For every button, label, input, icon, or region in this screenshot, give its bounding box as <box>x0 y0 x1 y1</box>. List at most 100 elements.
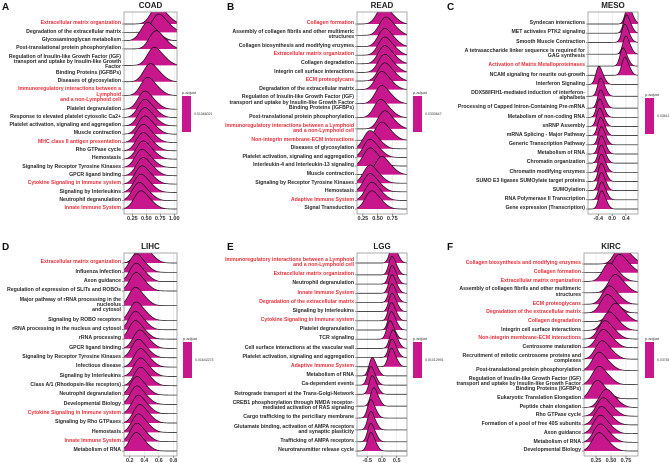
ridge-outline <box>357 256 407 276</box>
ridge-outline <box>357 292 407 312</box>
term-label: Axon guidance <box>83 277 121 284</box>
ridge-outline <box>357 329 407 349</box>
ridge-outline <box>124 348 177 368</box>
ridge-outline <box>588 77 638 97</box>
legend-value: 0.0330647 <box>425 112 442 116</box>
ridge-outline <box>588 163 638 182</box>
term-label: Cell surface interactions at the vascula… <box>244 344 354 351</box>
ridge-outline <box>357 422 407 443</box>
ridge-outline <box>588 23 638 43</box>
x-tick-label: 0.75 <box>386 216 398 222</box>
ridge-fill <box>357 17 407 36</box>
term-label: Trafficking of AMPA receptors <box>280 438 354 445</box>
ridge-plot <box>122 252 178 458</box>
term-label: Signaling by Interleukins <box>292 307 354 314</box>
ridge-fill <box>357 12 407 24</box>
ridge-outline <box>124 90 177 110</box>
ridge-outline <box>124 272 177 292</box>
ridge-outline <box>124 190 177 210</box>
ridge-outline <box>124 157 177 177</box>
ridge-outline <box>357 265 407 285</box>
term-label: Degradation of the extracellular matrix <box>26 28 121 35</box>
term-label: SUMO E3 ligases SUMOylate target protein… <box>476 177 585 184</box>
ridge-outline <box>357 320 407 340</box>
term-label: Integrin cell surface interactions <box>274 68 354 75</box>
ridge-outline <box>124 132 177 152</box>
ridge-plot <box>586 11 639 216</box>
term-label: Metabolism of RNA <box>306 372 354 379</box>
plot-border <box>123 252 178 457</box>
term-label: TCR signaling <box>319 335 354 342</box>
term-label: Collagen formation <box>533 269 581 275</box>
ridge-fill <box>584 352 638 371</box>
ridge-outline <box>584 294 638 314</box>
ridge-fill <box>584 274 638 293</box>
ridge-outline <box>124 165 177 185</box>
panel-read: B READ Collagen formation Assembly of colla… <box>225 0 449 232</box>
term-label: Innate Immune System <box>64 205 121 212</box>
ridge-outline <box>124 301 177 321</box>
ridge-outline <box>124 22 177 41</box>
ridge-outline <box>124 404 177 424</box>
term-label: ECM proteoglycans <box>532 300 581 307</box>
panel-title: LIHC <box>141 242 160 251</box>
x-tick-label: 0.25 <box>590 458 602 463</box>
ridge-outline <box>124 422 177 443</box>
term-label: Rho GTPase cycle <box>75 147 121 154</box>
ridge-outline <box>124 140 177 160</box>
ridge-outline <box>357 36 407 56</box>
ridge-outline <box>124 98 177 118</box>
term-label: Integrin cell surface interactions <box>501 326 581 333</box>
ridge-outline <box>124 357 177 377</box>
ridge-outline <box>357 190 407 210</box>
plot-border <box>587 11 639 215</box>
ridge-fill <box>584 380 638 399</box>
term-label: Generic Transcription Pathway <box>508 141 585 148</box>
ridge-outline <box>588 181 638 201</box>
term-label: Extracellular matrix organization <box>40 259 121 266</box>
ridge-outline <box>588 126 638 146</box>
ridge-fill <box>584 285 638 305</box>
term-label: Processing of Capped Intron-Containing P… <box>457 104 585 111</box>
ridge-fill <box>124 22 177 41</box>
legend-value: 0.01642273 <box>195 358 214 362</box>
ridge-outline <box>357 283 407 303</box>
ridge-outline <box>357 375 407 395</box>
term-label: Signaling by Receptor Tyrosine Kinases <box>22 354 121 361</box>
ridge-outline <box>357 138 407 158</box>
ridge-fill <box>124 47 177 66</box>
term-label: Signaling by Receptor Tyrosine Kinases <box>22 163 121 170</box>
legend-colorbar <box>413 96 422 132</box>
ridge-outline <box>124 320 177 340</box>
ridges <box>588 12 638 210</box>
ridge-outline <box>584 253 638 265</box>
ridge-outline <box>357 411 407 431</box>
ridge-fill <box>124 77 177 96</box>
term-label: Neurotransmitter release cycle <box>278 447 354 454</box>
ridge-outline <box>357 274 407 294</box>
ridge-outline <box>357 301 407 322</box>
ridge-outline <box>124 30 177 50</box>
panel-kirc: F KIRC Collagen biosynthesis and modifying… <box>445 230 669 463</box>
panel-title: READ <box>370 1 394 10</box>
term-label: Neutrophil degranulation <box>59 196 121 203</box>
x-tick-label: 0.4 <box>622 216 630 222</box>
ridge-outline <box>357 338 407 358</box>
ridge-outline <box>357 357 407 377</box>
term-label: Immunoregulatory interactions between a … <box>225 122 354 134</box>
ridge-fill <box>357 85 407 104</box>
term-label: Innate Immune System <box>64 437 121 444</box>
term-label: rRNA processing in the nucleus and cytos… <box>12 326 121 333</box>
term-label: RNA Polymerase II Transcription <box>504 196 585 203</box>
ridge-fill <box>588 36 638 55</box>
term-label: Chromatin modifying enzymes <box>509 168 585 175</box>
legend-colorbar <box>182 96 191 132</box>
term-label: Platelet degranulation <box>66 105 121 112</box>
ridge-outline <box>357 16 407 36</box>
x-tick-label: 1.00 <box>168 216 180 222</box>
ridge-outline <box>584 365 638 386</box>
term-label: A tetrasaccharide linker sequence is req… <box>464 47 585 60</box>
ridge-outline <box>357 62 407 82</box>
ridge-outline <box>584 406 638 426</box>
ridge-outline <box>584 274 638 294</box>
